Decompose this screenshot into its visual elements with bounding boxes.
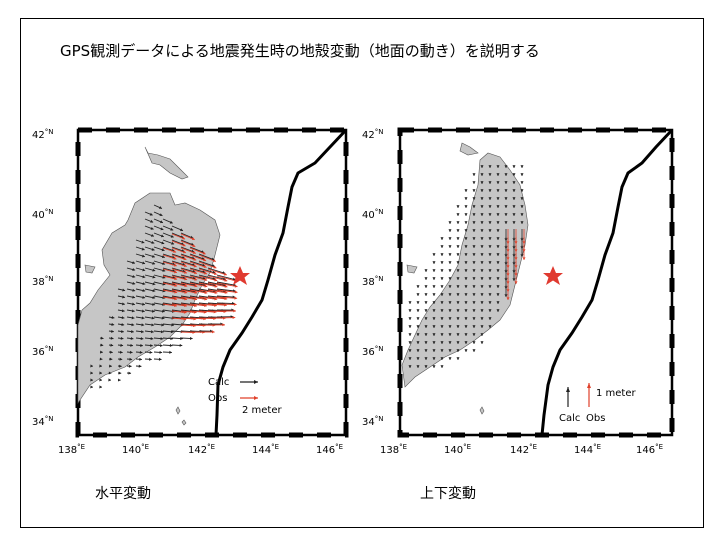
map-legend: Calc Obs 2 meter	[208, 377, 283, 416]
horizontal-displacement-map: Calc Obs 2 meter 42°N 40°N 38°N 36°N 34°…	[32, 127, 349, 456]
lon-tick: 138°E	[380, 443, 407, 456]
legend-obs-label: Obs	[586, 413, 605, 424]
lat-tick: 34°N	[32, 415, 53, 428]
latitude-ticks: 42°N 40°N 38°N 36°N 34°N	[32, 128, 53, 428]
map-caption-vertical: 上下変動	[420, 486, 476, 502]
longitude-ticks: 138°E 140°E 142°E 144°E 146°E	[380, 443, 663, 456]
lat-tick: 34°N	[362, 415, 383, 428]
map-caption-horizontal: 水平変動	[95, 486, 151, 502]
map-legend: 1 meter Calc Obs	[559, 383, 637, 424]
lon-tick: 140°E	[122, 443, 149, 456]
legend-calc-label: Calc	[208, 377, 229, 388]
lat-tick: 42°N	[362, 128, 383, 141]
lon-tick: 144°E	[252, 443, 279, 456]
latitude-ticks: 42°N 40°N 38°N 36°N 34°N	[362, 128, 383, 428]
legend-calc-label: Calc	[559, 413, 580, 424]
lat-tick: 40°N	[362, 208, 383, 221]
map-frame	[397, 127, 675, 438]
lon-tick: 142°E	[510, 443, 537, 456]
lon-tick: 140°E	[444, 443, 471, 456]
lat-tick: 40°N	[32, 208, 53, 221]
lon-tick: 146°E	[316, 443, 343, 456]
lon-tick: 146°E	[636, 443, 663, 456]
lon-tick: 142°E	[188, 443, 215, 456]
epicenter-star-icon	[230, 266, 250, 285]
legend-scale-label: 1 meter	[596, 388, 637, 399]
displacement-arrows	[408, 165, 526, 368]
lat-tick: 42°N	[32, 128, 53, 141]
legend-scale-label: 2 meter	[242, 405, 283, 416]
trench-line	[540, 128, 674, 436]
epicenter-star-icon	[543, 266, 563, 285]
longitude-ticks: 138°E 140°E 142°E 144°E 146°E	[58, 443, 343, 456]
lon-tick: 138°E	[58, 443, 85, 456]
page-title: GPS観測データによる地震発生時の地殻変動（地面の動き）を説明する	[60, 42, 540, 60]
legend-obs-label: Obs	[208, 393, 227, 404]
lat-tick: 38°N	[362, 275, 383, 288]
displacement-arrows	[90, 204, 238, 389]
lon-tick: 144°E	[574, 443, 601, 456]
lat-tick: 36°N	[32, 345, 53, 358]
lat-tick: 36°N	[362, 345, 383, 358]
lat-tick: 38°N	[32, 275, 53, 288]
trench-line	[214, 128, 348, 436]
vertical-displacement-map: 1 meter Calc Obs 42°N 40°N 38°N 36°N 34°…	[362, 127, 675, 456]
